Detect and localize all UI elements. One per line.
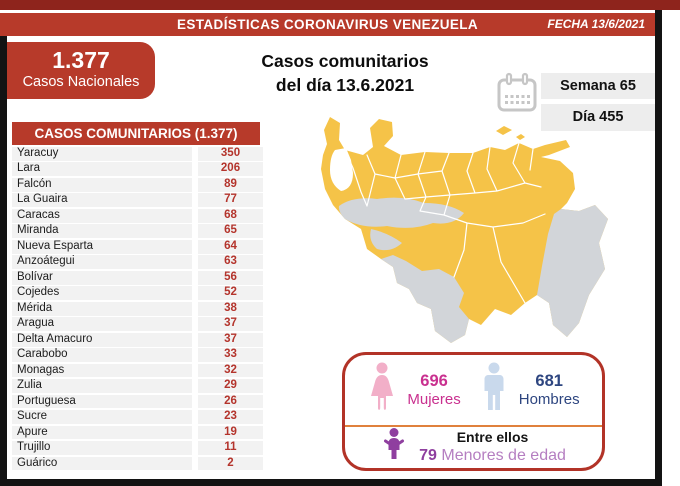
- state-name: Carabobo: [12, 348, 192, 362]
- table-row: Lara 206: [12, 162, 263, 177]
- state-name: Lara: [12, 162, 192, 177]
- men-count: 681: [535, 371, 563, 390]
- table-row: Miranda 65: [12, 224, 263, 239]
- state-name: Aragua: [12, 317, 192, 332]
- table-row: Guárico 2: [12, 456, 263, 471]
- state-name: Monagas: [12, 363, 192, 378]
- table-row: Bolívar 56: [12, 270, 263, 285]
- state-name: Apure: [12, 425, 192, 440]
- state-name: Yaracuy: [12, 147, 192, 161]
- child-icon: [381, 427, 407, 467]
- state-name: Portuguesa: [12, 394, 192, 409]
- women-label: Mujeres: [407, 390, 461, 408]
- state-value: 56: [198, 270, 263, 285]
- state-value: 32: [198, 363, 263, 378]
- table-row: Monagas 32: [12, 363, 263, 378]
- left-border-strip: [0, 35, 7, 486]
- state-name: Bolívar: [12, 270, 192, 285]
- state-value: 89: [198, 177, 263, 192]
- minors-label: Menores de edad: [441, 446, 566, 464]
- state-name: Cojedes: [12, 286, 192, 301]
- table-row: La Guaira 77: [12, 193, 263, 208]
- table-row: Trujillo 11: [12, 441, 263, 455]
- table-row: Anzoátegui 63: [12, 255, 263, 270]
- state-value: 11: [198, 441, 263, 455]
- table-row: Sucre 23: [12, 410, 263, 424]
- state-name: Guárico: [12, 456, 192, 471]
- state-name: Zulia: [12, 379, 192, 393]
- table-row: Aragua 37: [12, 317, 263, 332]
- state-value: 77: [198, 193, 263, 208]
- state-value: 350: [198, 147, 263, 161]
- male-icon: [479, 362, 509, 419]
- table-row: Falcón 89: [12, 177, 263, 192]
- national-cases-label: Casos Nacionales: [22, 74, 140, 90]
- table-row: Mérida 38: [12, 301, 263, 316]
- state-name: Miranda: [12, 224, 192, 239]
- venezuela-states-map: [283, 110, 615, 345]
- page-title: Casos comunitarios del día 13.6.2021: [205, 49, 485, 97]
- table-row: Delta Amacuro 37: [12, 332, 263, 347]
- header-bar: ESTADÍSTICAS CORONAVIRUS VENEZUELA FECHA…: [0, 13, 655, 36]
- state-value: 19: [198, 425, 263, 440]
- state-name: Trujillo: [12, 441, 192, 455]
- state-value: 29: [198, 379, 263, 393]
- summary-divider: [345, 425, 602, 427]
- minors-row: Entre ellos 79 Menores de edad: [345, 427, 602, 467]
- state-name: Nueva Esparta: [12, 239, 192, 254]
- day-badge: Día 455: [541, 104, 655, 131]
- state-name: Falcón: [12, 177, 192, 192]
- female-icon: [367, 362, 397, 419]
- state-name: Caracas: [12, 208, 192, 223]
- state-value: 37: [198, 332, 263, 347]
- header-title: ESTADÍSTICAS CORONAVIRUS VENEZUELA: [176, 17, 479, 32]
- minors-count: 79: [419, 446, 437, 464]
- state-name: Mérida: [12, 301, 192, 316]
- state-name: Delta Amacuro: [12, 332, 192, 347]
- state-value: 63: [198, 255, 263, 270]
- state-value: 23: [198, 410, 263, 424]
- cases-table-title: CASOS COMUNITARIOS (1.377): [12, 122, 260, 145]
- state-name: La Guaira: [12, 193, 192, 208]
- table-row: Yaracuy 350: [12, 147, 263, 161]
- table-row: Caracas 68: [12, 208, 263, 223]
- state-value: 68: [198, 208, 263, 223]
- top-border-strip: [0, 0, 680, 10]
- page-title-line1: Casos comunitarios: [261, 51, 429, 71]
- calendar-icon: [496, 72, 538, 114]
- state-value: 64: [198, 239, 263, 254]
- state-name: Anzoátegui: [12, 255, 192, 270]
- gender-stats-row: 696 Mujeres 681 Hombres: [345, 355, 602, 425]
- men-label: Hombres: [518, 390, 580, 408]
- week-badge: Semana 65: [541, 73, 655, 99]
- state-value: 37: [198, 317, 263, 332]
- state-name: Sucre: [12, 410, 192, 424]
- state-value: 38: [198, 301, 263, 316]
- table-row: Carabobo 33: [12, 348, 263, 362]
- table-row: Apure 19: [12, 425, 263, 440]
- national-cases-box: 1.377 Casos Nacionales: [7, 42, 155, 99]
- state-value: 206: [198, 162, 263, 177]
- table-row: Zulia 29: [12, 379, 263, 393]
- state-value: 33: [198, 348, 263, 362]
- table-row: Cojedes 52: [12, 286, 263, 301]
- cases-table-body: Yaracuy 350 Lara 206 Falcón 89 La Guaira…: [12, 147, 263, 472]
- state-value: 2: [198, 456, 263, 471]
- state-value: 65: [198, 224, 263, 239]
- header-date: FECHA 13/6/2021: [547, 17, 645, 31]
- table-row: Portuguesa 26: [12, 394, 263, 409]
- table-row: Nueva Esparta 64: [12, 239, 263, 254]
- right-border-strip: [655, 10, 662, 486]
- gender-summary-box: 696 Mujeres 681 Hombres: [342, 352, 605, 471]
- page-title-line2: del día 13.6.2021: [275, 75, 415, 96]
- state-value: 52: [198, 286, 263, 301]
- national-cases-value: 1.377: [52, 47, 110, 73]
- minors-intro: Entre ellos: [456, 429, 529, 445]
- women-count: 696: [420, 371, 448, 390]
- bottom-border-strip: [0, 479, 655, 486]
- state-value: 26: [198, 394, 263, 409]
